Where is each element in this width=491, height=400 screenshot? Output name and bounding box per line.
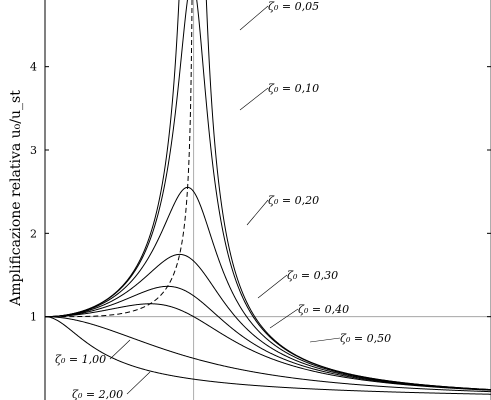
y-tick-label: 2 [30,227,37,240]
series-label: ζ₀ = 0,50 [340,332,391,345]
series-leader-line [309,337,341,343]
series-label: ζ₀ = 0,30 [287,269,338,282]
series-label: ζ₀ = 1,00 [55,353,106,366]
series-leader-line [109,339,131,360]
series-label: ζ₀ = 0,40 [298,303,349,316]
series-label: ζ₀ = 0,10 [268,82,319,95]
curve-zeta-0_2 [45,186,491,391]
series-label: ζ₀ = 0,05 [268,0,319,13]
y-axis-label: Amplificazione relativa u₀/u_st [8,90,24,307]
peak-locus-dashed [53,0,193,318]
curve-zeta-0_3 [45,253,491,391]
curve-zeta-0_5 [45,303,491,391]
series-leader-line [257,274,288,299]
y-tick-label: 4 [30,61,37,74]
series-leader-line [239,5,269,31]
series-leader-line [269,308,299,329]
series-leader-line [239,87,269,111]
y-tick-label: 1 [30,311,37,324]
series-leader-line [246,199,269,226]
curve-zeta-2 [45,316,491,395]
series-label: ζ₀ = 0,20 [268,194,319,207]
series-label: ζ₀ = 2,00 [72,388,123,400]
plot-area: 1 2 3 4 ζ₀ = 0,05 ζ₀ = 0,10 ζ₀ = 0,20 ζ₀ = 0,30… [30,0,491,400]
curve-zeta-1 [45,316,491,393]
series-leader-line [126,371,151,395]
y-tick-label: 3 [30,144,37,157]
